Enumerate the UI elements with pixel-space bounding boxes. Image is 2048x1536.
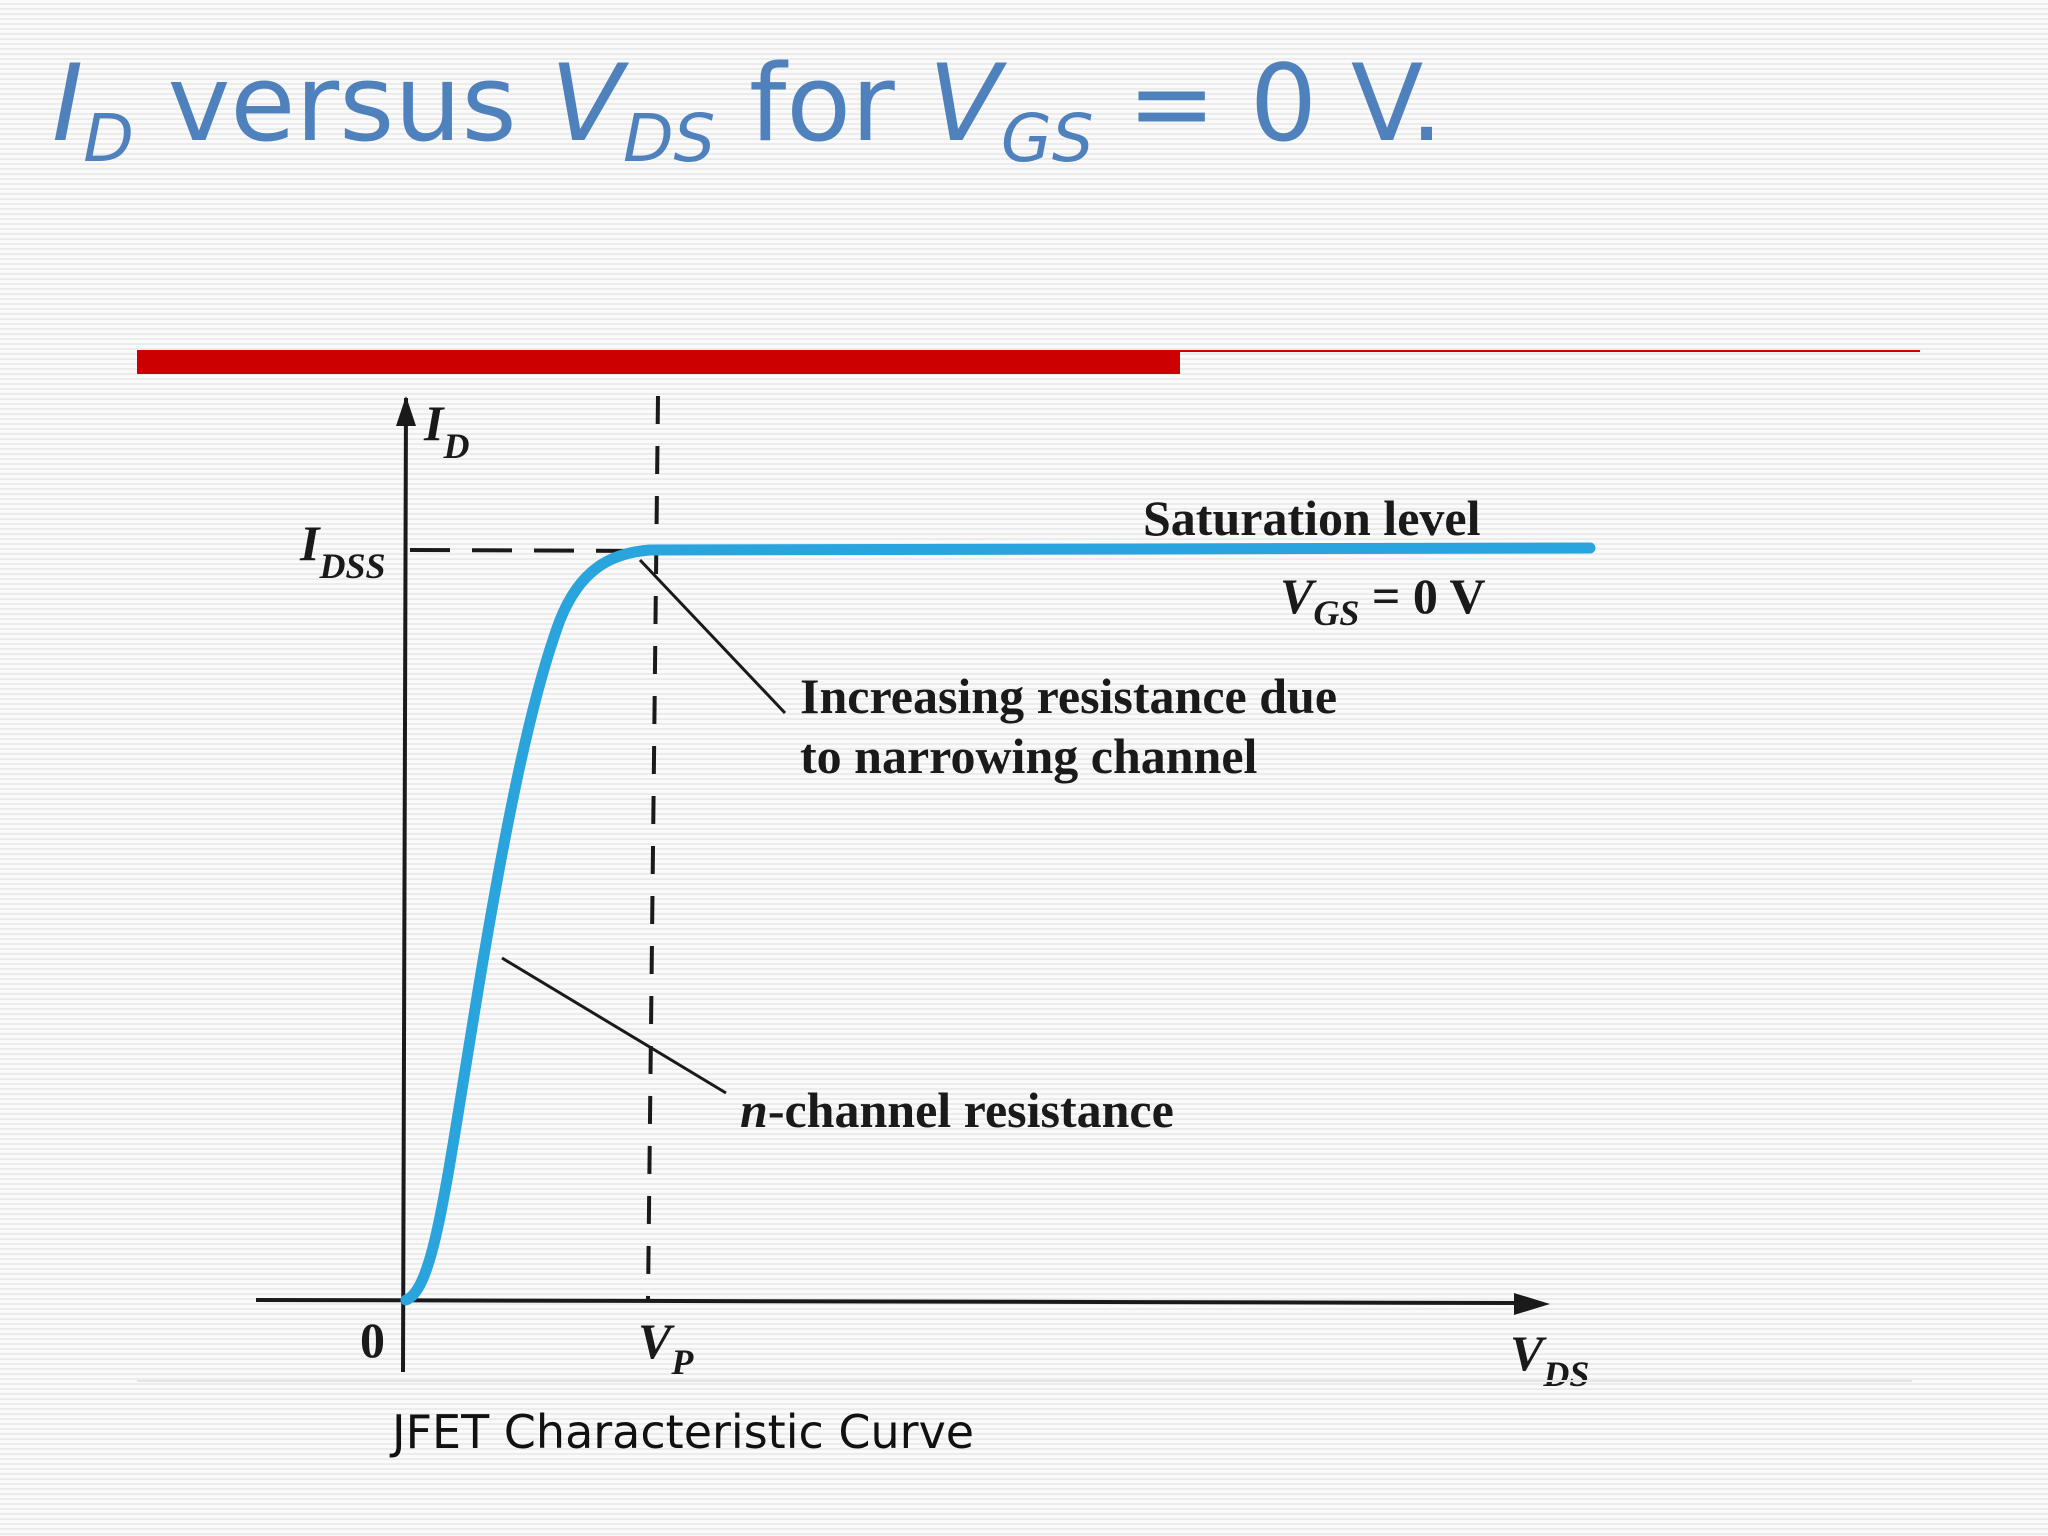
title-versus: versus xyxy=(133,42,551,165)
title-equals: = 0 V. xyxy=(1093,42,1444,165)
id-vds-curve xyxy=(400,542,1596,1306)
x-axis xyxy=(255,1298,1521,1305)
figure-caption: JFET Characteristic Curve xyxy=(392,1405,975,1459)
increasing-resistance-label-line2: to narrowing channel xyxy=(800,728,1258,784)
increasing-resistance-label-line1: Increasing resistance due xyxy=(800,668,1337,724)
slide-title: ID versus VDS for VGS = 0 V. xyxy=(52,40,1444,178)
title-vgs-symbol: VGS xyxy=(928,42,1094,178)
x-axis-arrowhead xyxy=(1514,1293,1550,1315)
idss-label: IDSS xyxy=(299,515,386,586)
idss-dashed-guide xyxy=(409,548,651,553)
origin-label: 0 xyxy=(360,1312,385,1368)
leader-line-n-channel xyxy=(501,956,727,1095)
vgs-condition-label: VGS = 0 V xyxy=(1280,568,1486,633)
saturation-level-label: Saturation level xyxy=(1143,490,1481,546)
leader-line-increasing-resistance xyxy=(638,558,787,715)
vp-dashed-guide xyxy=(646,395,660,1301)
accent-bar-thick xyxy=(137,350,1180,374)
title-vds-symbol: VDS xyxy=(550,42,716,178)
y-axis-label: ID xyxy=(423,395,469,466)
x-axis-label: VDS xyxy=(1510,1325,1589,1394)
y-axis-arrowhead xyxy=(396,396,416,426)
y-axis xyxy=(401,397,408,1373)
title-id-symbol: ID xyxy=(52,42,134,178)
vp-label: VP xyxy=(638,1313,694,1382)
n-channel-resistance-label: n-channel resistance xyxy=(740,1082,1174,1138)
title-for: for xyxy=(715,42,929,165)
accent-bar-thin xyxy=(1180,350,1920,352)
footer-divider xyxy=(137,1380,1912,1382)
